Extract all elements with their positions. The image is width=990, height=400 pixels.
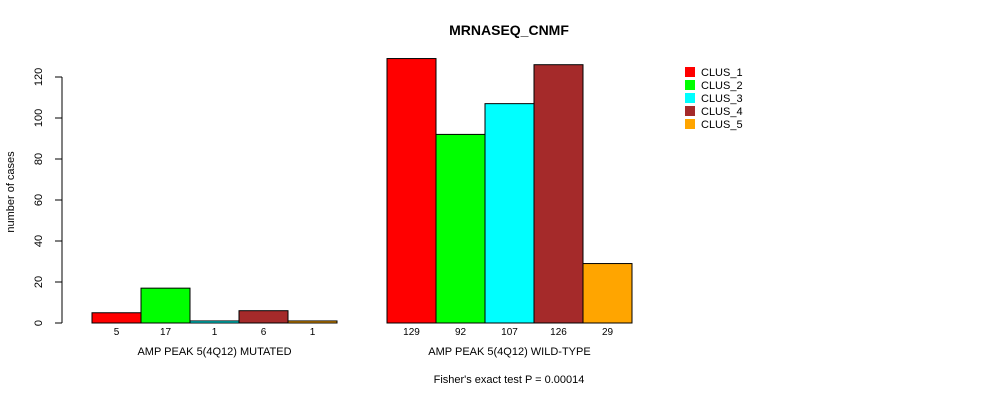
bar-value-label: 1 bbox=[212, 327, 218, 338]
bar bbox=[533, 64, 584, 324]
bar-labels: 5 17 1 6 1 129 92 107 126 29 bbox=[114, 327, 614, 338]
bar bbox=[140, 287, 191, 324]
bar bbox=[435, 133, 486, 324]
bar bbox=[582, 263, 633, 324]
legend-label: CLUS_1 bbox=[701, 67, 743, 79]
bar bbox=[91, 312, 142, 324]
y-tick-label: 40 bbox=[33, 235, 45, 247]
group-labels: AMP PEAK 5(4Q12) MUTATED AMP PEAK 5(4Q12)… bbox=[137, 346, 590, 358]
group-label: AMP PEAK 5(4Q12) WILD-TYPE bbox=[428, 346, 590, 358]
bar-value-label: 29 bbox=[602, 327, 614, 338]
y-tick-label: 80 bbox=[33, 153, 45, 165]
bar-value-label: 129 bbox=[403, 327, 420, 338]
legend-label: CLUS_3 bbox=[701, 93, 743, 105]
bar-value-label: 6 bbox=[261, 327, 267, 338]
bars bbox=[91, 58, 633, 324]
y-tick-label: 100 bbox=[33, 109, 45, 127]
y-axis-label: number of cases bbox=[5, 151, 17, 233]
legend-label: CLUS_5 bbox=[701, 119, 743, 131]
bar-value-label: 5 bbox=[114, 327, 120, 338]
chart-title: MRNASEQ_CNMF bbox=[449, 22, 569, 38]
bar-value-label: 126 bbox=[550, 327, 567, 338]
bar bbox=[484, 103, 535, 324]
group-label: AMP PEAK 5(4Q12) MUTATED bbox=[137, 346, 291, 358]
bar-value-label: 107 bbox=[501, 327, 518, 338]
legend-swatch bbox=[685, 80, 695, 90]
bar-value-label: 92 bbox=[455, 327, 467, 338]
bar bbox=[189, 320, 240, 324]
legend-swatch bbox=[685, 106, 695, 116]
y-tick-label: 60 bbox=[33, 194, 45, 206]
bar-value-label: 17 bbox=[160, 327, 172, 338]
y-ticks: 0 20 40 60 80 100 120 bbox=[33, 68, 62, 326]
legend-swatch bbox=[685, 93, 695, 103]
y-tick-label: 20 bbox=[33, 276, 45, 288]
legend-label: CLUS_4 bbox=[701, 106, 743, 118]
legend-swatch bbox=[685, 67, 695, 77]
y-tick-label: 120 bbox=[33, 68, 45, 86]
legend-swatch bbox=[685, 119, 695, 129]
bar bbox=[238, 310, 289, 324]
y-tick-label: 0 bbox=[33, 320, 45, 326]
legend-label: CLUS_2 bbox=[701, 80, 743, 92]
chart-subtitle: Fisher's exact test P = 0.00014 bbox=[434, 374, 585, 386]
bar-value-label: 1 bbox=[310, 327, 316, 338]
bar bbox=[386, 58, 437, 324]
bar bbox=[287, 320, 338, 324]
